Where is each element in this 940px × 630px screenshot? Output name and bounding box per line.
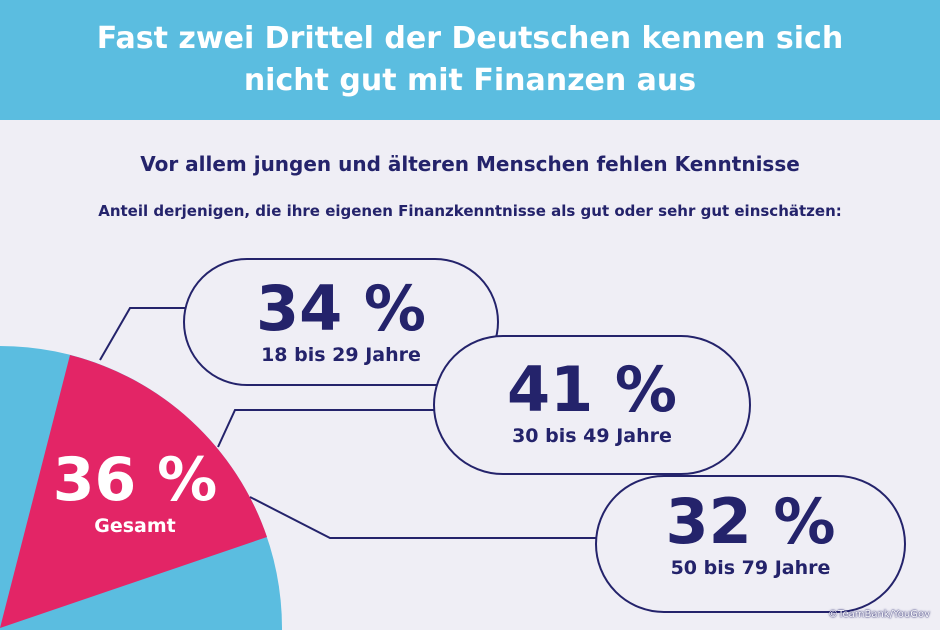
bubble-50-79: 32 % 50 bis 79 Jahre bbox=[595, 475, 906, 613]
bubble-30-49: 41 % 30 bis 49 Jahre bbox=[433, 335, 751, 475]
connector-line-1 bbox=[99, 307, 185, 361]
label-18-29: 18 bis 29 Jahre bbox=[261, 344, 421, 366]
connector-line-3 bbox=[249, 496, 597, 539]
label-30-49: 30 bis 49 Jahre bbox=[512, 425, 672, 447]
total-label: 36 % Gesamt bbox=[45, 445, 225, 537]
connector-line-2 bbox=[217, 409, 437, 448]
value-30-49: 41 % bbox=[507, 353, 677, 426]
credit: ©TeamBank/YouGov bbox=[828, 609, 930, 620]
title-line-2: nicht gut mit Finanzen aus bbox=[243, 63, 697, 98]
bubble-18-29: 34 % 18 bis 29 Jahre bbox=[183, 258, 499, 386]
total-name: Gesamt bbox=[94, 515, 176, 537]
label-50-79: 50 bis 79 Jahre bbox=[670, 557, 831, 579]
value-18-29: 34 % bbox=[256, 272, 426, 345]
total-value: 36 % bbox=[52, 445, 218, 515]
page-title: Fast zwei Drittel der Deutschen kennen s… bbox=[0, 18, 940, 102]
description: Anteil derjenigen, die ihre eigenen Fina… bbox=[98, 202, 842, 220]
title-line-1: Fast zwei Drittel der Deutschen kennen s… bbox=[96, 21, 844, 56]
value-50-79: 32 % bbox=[665, 485, 836, 558]
pie-slice-total bbox=[0, 355, 267, 628]
subtitle: Vor allem jungen und älteren Menschen fe… bbox=[140, 152, 800, 176]
header-banner bbox=[0, 0, 940, 120]
